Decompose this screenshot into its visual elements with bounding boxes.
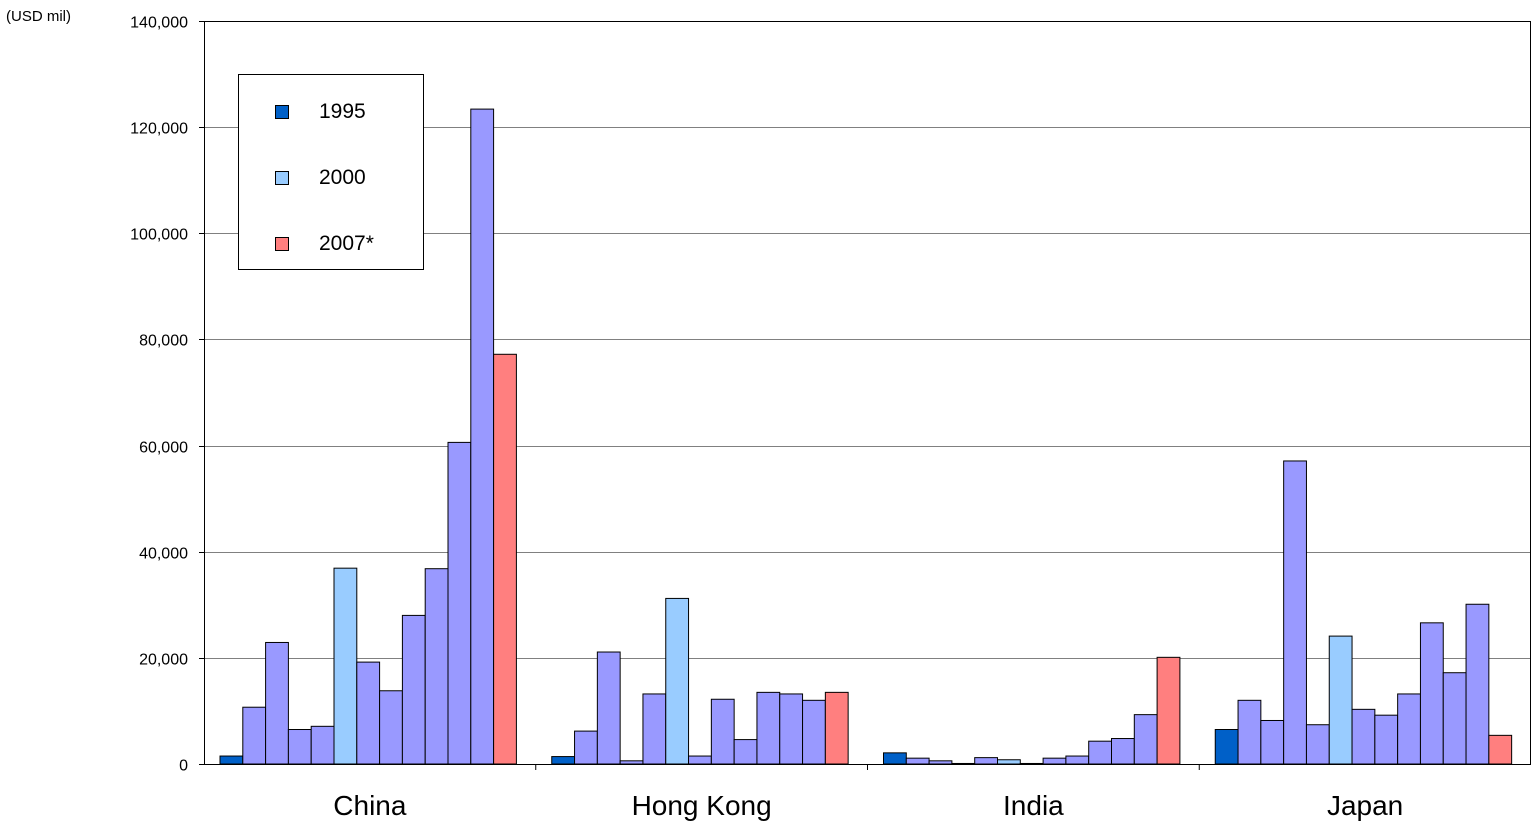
bar [1442,672,1467,765]
legend-label-2007: 2007* [319,232,374,255]
bar [824,691,849,765]
bar [1465,603,1490,765]
bar [802,699,826,765]
bar [1260,719,1285,765]
bar [1351,708,1376,765]
bar [493,353,517,765]
bar [1328,635,1353,765]
bar [1065,755,1090,765]
y-tick-label: 120,000 [130,121,188,138]
bar [356,661,381,765]
y-tick-label: 60,000 [139,440,188,457]
legend-swatch-1995 [275,105,289,119]
bar [1111,738,1135,765]
bar [974,757,999,765]
plot-frame [204,21,1531,765]
bar [333,567,358,765]
bar [1237,699,1262,765]
y-tick-label: 0 [179,758,188,775]
y-tick-label: 140,000 [130,15,188,32]
bar [905,757,930,765]
legend-swatch-2000 [275,171,289,185]
bar [310,725,335,765]
legend-item-2007: 2007* [275,232,374,256]
bar [447,441,472,765]
x-category-label: India [1003,790,1064,821]
bar [551,756,576,765]
bar [242,706,267,765]
legend-item-1995: 1995 [275,100,366,124]
bar [997,759,1021,765]
bar [1397,693,1421,765]
bar [1156,656,1181,765]
bar [1305,724,1330,765]
bar [1042,757,1067,765]
x-category-label: Hong Kong [632,790,772,821]
bar [470,108,495,765]
bar [779,693,804,765]
bar [596,651,621,765]
bar [665,597,690,765]
y-axis-unit-label: (USD mil) [6,8,71,25]
bar [928,760,953,765]
y-tick-label: 20,000 [139,652,188,669]
bar [219,755,244,765]
chart-legend: 1995 2000 2007* [238,74,424,270]
x-axis-category-labels: China Hong Kong India Japan [333,764,1403,821]
bar-series [219,108,1513,765]
bar [619,760,644,765]
bar [883,752,907,765]
x-category-label: Japan [1327,790,1403,821]
legend-swatch-2007 [275,237,289,251]
bar [1283,460,1307,765]
bar [401,614,426,765]
bar [951,762,976,765]
bar [1133,714,1158,765]
bar [574,730,598,765]
plot-border [204,21,1531,765]
x-category-label: China [333,790,407,821]
gridlines [204,127,1531,659]
bar [756,691,781,765]
bar [733,739,758,765]
bar [1088,740,1112,765]
bar [710,698,735,765]
bar [1019,762,1044,765]
y-axis-ticks: 0 20,000 40,000 60,000 80,000 100,000 120,000 1… [130,15,204,775]
bar [379,690,403,765]
bar [1374,714,1399,765]
bar [265,641,289,765]
bar [424,568,449,765]
legend-item-2000: 2000 [275,166,366,190]
y-tick-label: 80,000 [139,333,188,350]
bar [688,755,712,765]
bar [642,693,667,765]
bar [1419,622,1444,765]
legend-label-2000: 2000 [319,166,366,189]
bar [287,729,312,765]
legend-label-1995: 1995 [319,100,366,123]
bar [1488,734,1513,765]
y-tick-label: 40,000 [139,546,188,563]
bar [1214,729,1239,765]
y-tick-label: 100,000 [130,227,188,244]
